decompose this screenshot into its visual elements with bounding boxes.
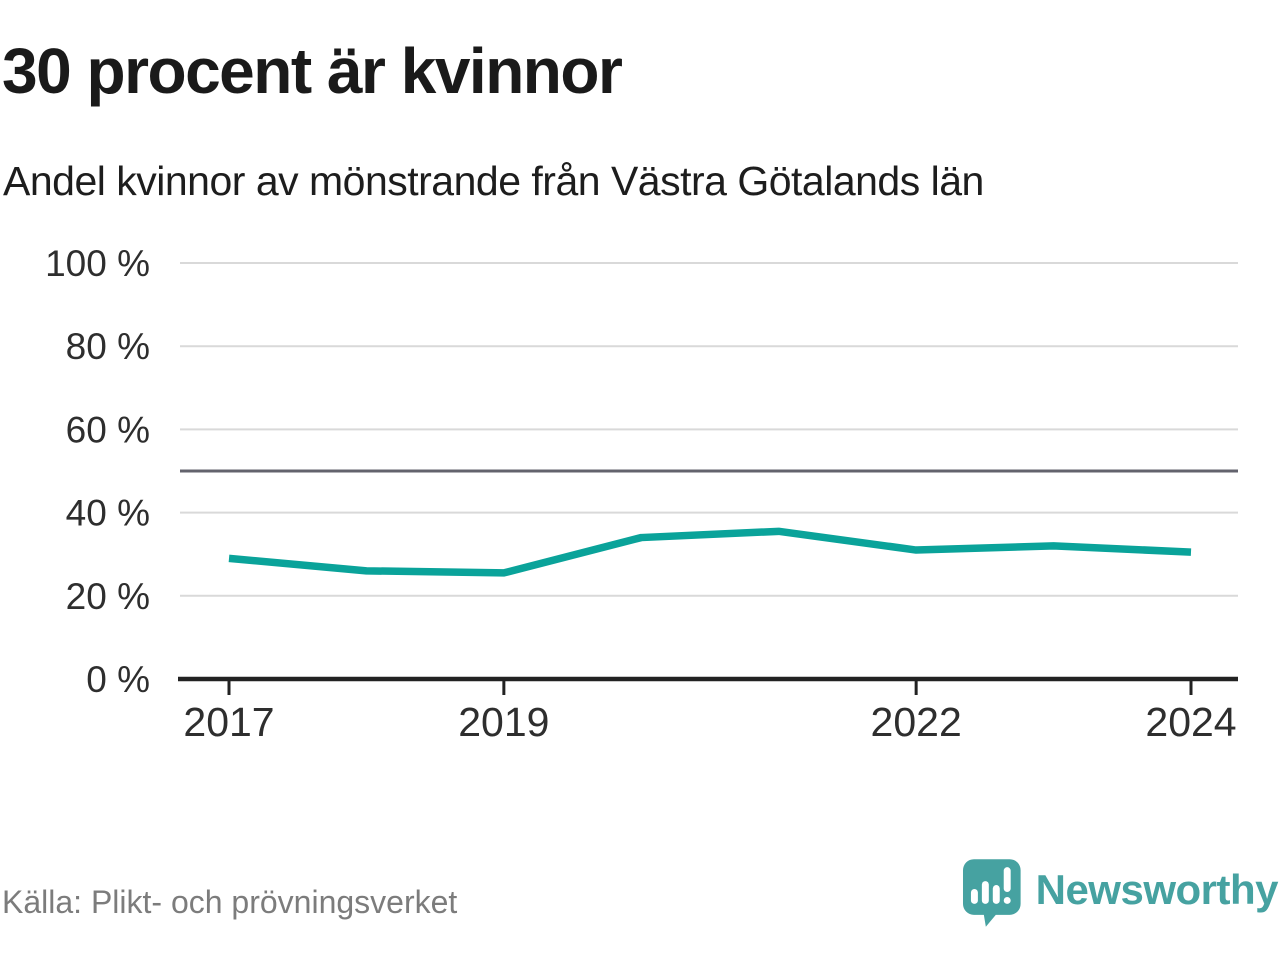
x-tick-label: 2019 — [458, 699, 549, 745]
y-tick-label: 100 % — [45, 243, 150, 284]
chart-title: 30 procent är kvinnor — [2, 35, 623, 107]
source-note: Källa: Plikt- och prövningsverket — [2, 884, 458, 920]
newsworthy-logo: Newsworthy — [962, 858, 1279, 938]
x-tick-label: 2022 — [871, 699, 962, 745]
brand-name: Newsworthy — [1035, 866, 1279, 913]
x-tick-label: 2024 — [1145, 699, 1236, 745]
series-line-andel-kvinnor — [228, 527, 1192, 577]
y-tick-label: 0 % — [86, 659, 150, 700]
y-tick-label: 80 % — [66, 326, 150, 367]
chart-subtitle: Andel kvinnor av mönstrande från Västra … — [3, 158, 984, 204]
y-tick-label: 40 % — [66, 493, 150, 534]
y-tick-label: 60 % — [66, 409, 150, 450]
y-tick-label: 20 % — [66, 576, 150, 617]
x-tick-label: 2017 — [183, 699, 274, 745]
newsworthy-speech-bubble-barchart-icon — [962, 859, 1021, 927]
